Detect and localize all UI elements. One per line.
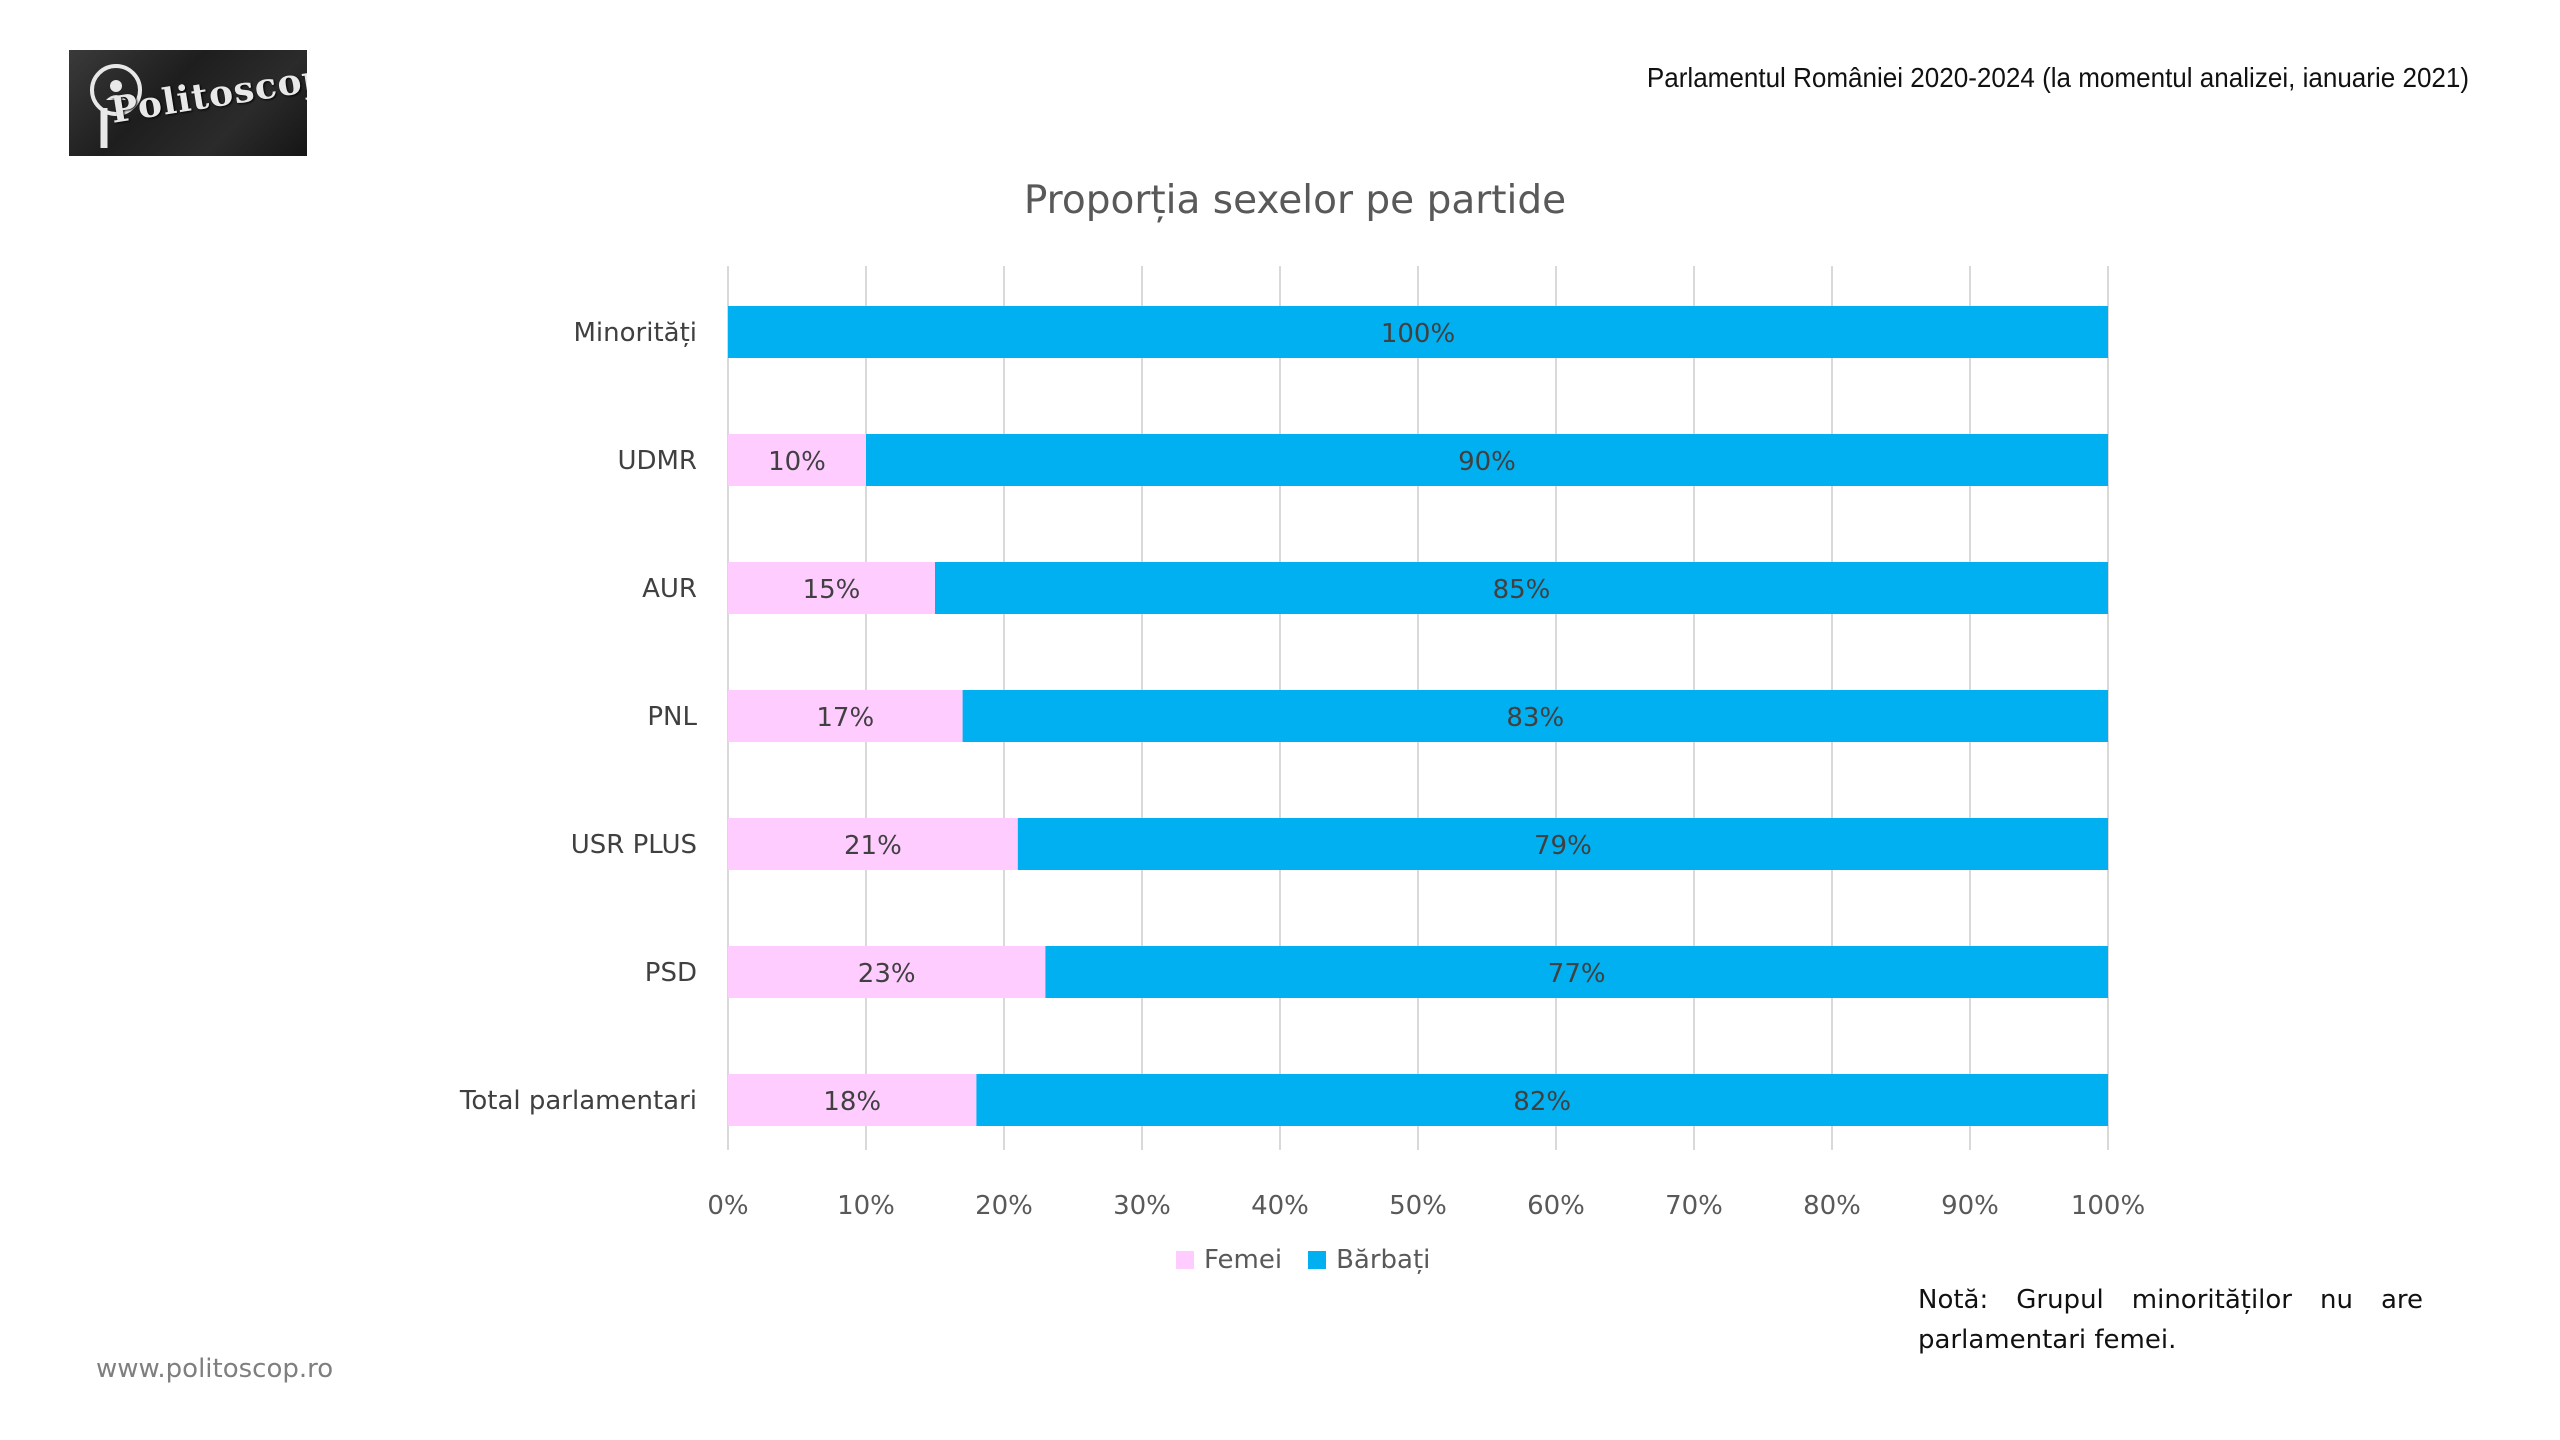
bar-femei	[728, 690, 963, 742]
bar-barbati	[935, 562, 2108, 614]
legend-label-femei: Femei	[1204, 1245, 1283, 1275]
bar-femei	[728, 946, 1046, 998]
bar-femei	[728, 1074, 977, 1126]
logo-emblem-icon	[90, 64, 142, 148]
data-label: 100%	[1381, 319, 1455, 349]
data-label: 85%	[1493, 575, 1551, 605]
data-label: 17%	[816, 703, 874, 733]
bar-barbati	[1017, 818, 2108, 870]
labels: 0% 10% 20% 30% 40% 50% 60% 70% 80% 90% 100% Minorit…	[459, 318, 2145, 1221]
legend-item-femei: Femei	[1176, 1245, 1282, 1275]
category-label: Total parlamentari	[459, 1086, 697, 1116]
chart-legend: Femei Bărbați	[1176, 1245, 1456, 1275]
legend-swatch-femei	[1176, 1251, 1194, 1269]
bar-barbati	[1045, 946, 2108, 998]
data-label: 23%	[858, 959, 916, 989]
note-text: Notă: Grupul minorităților nu are parlam…	[1918, 1285, 2423, 1355]
category-label: USR PLUS	[571, 830, 697, 860]
header-note: Parlamentul României 2020-2024 (la momen…	[1646, 62, 2469, 93]
bar-femei	[728, 818, 1018, 870]
data-label: 77%	[1548, 959, 1606, 989]
x-tick-label: 100%	[2071, 1191, 2145, 1221]
x-tick-label: 30%	[1113, 1191, 1171, 1221]
data-label: 21%	[844, 831, 902, 861]
bar-barbati	[728, 306, 2108, 358]
x-tick-label: 70%	[1665, 1191, 1723, 1221]
x-tick-label: 40%	[1251, 1191, 1309, 1221]
data-label: 79%	[1534, 831, 1592, 861]
bar-barbati	[866, 434, 2108, 486]
x-tick-label: 20%	[975, 1191, 1033, 1221]
x-tick-label: 0%	[707, 1191, 748, 1221]
data-label: 18%	[823, 1087, 881, 1117]
x-tick-label: 60%	[1527, 1191, 1585, 1221]
category-label: PSD	[645, 958, 697, 988]
x-tick-label: 50%	[1389, 1191, 1447, 1221]
data-label: 10%	[768, 447, 826, 477]
bar-femei	[728, 562, 935, 614]
legend-label-barbati: Bărbați	[1336, 1245, 1431, 1275]
x-tick-label: 80%	[1803, 1191, 1861, 1221]
bar-barbati	[962, 690, 2108, 742]
politoscop-logo: Politoscop	[69, 50, 307, 156]
legend-swatch-barbati	[1308, 1251, 1327, 1269]
bar-femei	[728, 434, 866, 486]
data-label: 82%	[1513, 1087, 1571, 1117]
data-label: 15%	[803, 575, 861, 605]
x-tick-label: 90%	[1941, 1191, 1999, 1221]
category-label: UDMR	[617, 446, 697, 476]
x-tick-label: 10%	[837, 1191, 895, 1221]
category-label: PNL	[647, 702, 697, 732]
legend-item-barbati: Bărbați	[1308, 1245, 1430, 1275]
bar-barbati	[976, 1074, 2108, 1126]
bars	[728, 306, 2108, 1126]
category-label: AUR	[642, 574, 697, 604]
data-label: 90%	[1458, 447, 1516, 477]
footer-url: www.politoscop.ro	[96, 1354, 334, 1384]
data-label: 83%	[1506, 703, 1564, 733]
chart-title: Proporția sexelor pe partide	[1023, 178, 1567, 223]
category-label: Minorități	[574, 318, 698, 348]
